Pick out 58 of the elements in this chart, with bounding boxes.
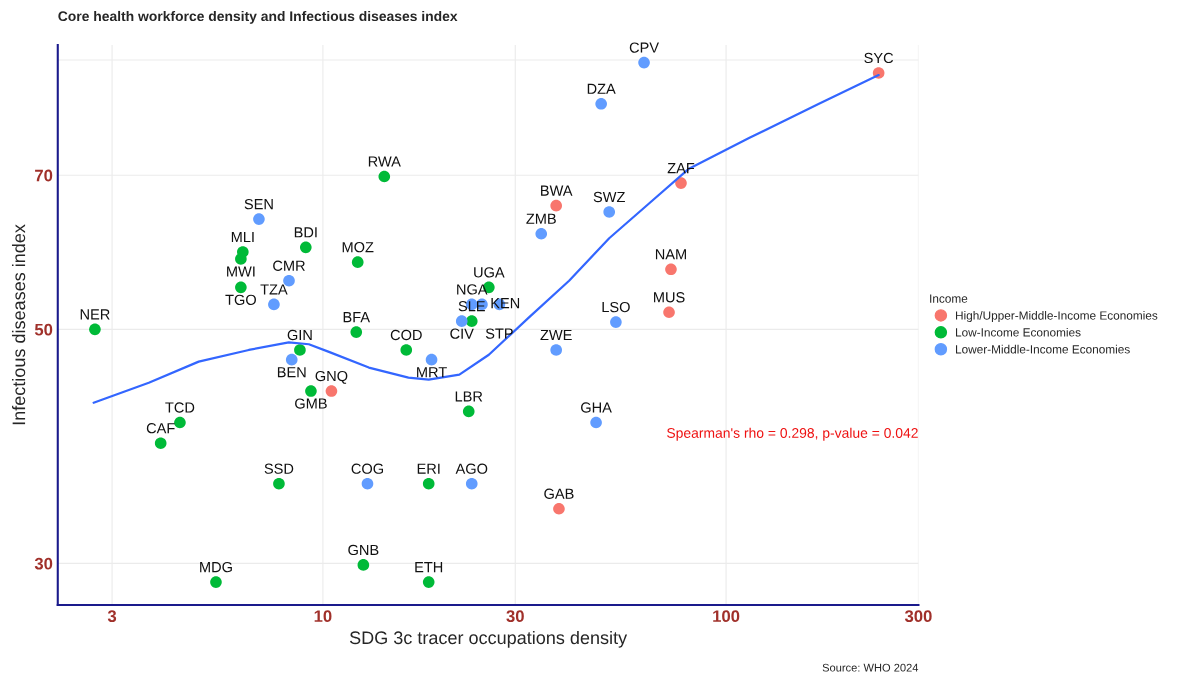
annotation: LBR <box>455 391 483 402</box>
annotation: MWI <box>227 266 255 277</box>
annotation: SEN <box>244 198 273 210</box>
annotation: MLI <box>231 231 254 242</box>
annotation: BEN <box>277 367 306 378</box>
annotation: TCD <box>165 402 195 413</box>
x-tick-label: 300 <box>904 610 932 623</box>
annotation: CAF <box>146 423 175 434</box>
annotation: RWA <box>368 156 401 167</box>
annotation: ZWE <box>540 329 572 340</box>
annotation: GAB <box>544 488 574 499</box>
source-note: Source: WHO 2024 <box>822 663 919 672</box>
annotation: LSO <box>602 301 630 313</box>
annotation: BFA <box>343 312 371 323</box>
annotation: ETH <box>415 562 443 573</box>
annotation: COG <box>351 463 383 474</box>
annotation: SSD <box>264 463 294 474</box>
annotation: SWZ <box>593 191 625 203</box>
annotation: NER <box>80 309 110 320</box>
legend-title: Income <box>930 294 968 303</box>
annotation: MRT <box>417 367 447 378</box>
annotation: BWA <box>541 185 573 196</box>
y-tick-label: 50 <box>34 323 53 336</box>
chart-title: Core health workforce density and Infectious diseases index <box>58 10 458 24</box>
y-tick-label: 30 <box>34 557 53 570</box>
annotation: GNB <box>348 544 379 556</box>
y-tick-label: 70 <box>35 169 53 182</box>
annotation: MOZ <box>342 241 374 253</box>
annotation: CPV <box>629 42 659 53</box>
annotation: MUS <box>654 292 685 303</box>
annotation: NAM <box>655 249 686 260</box>
annotation: CMR <box>273 260 305 271</box>
annotation: TGO <box>225 294 256 305</box>
x-tick-label: 3 <box>107 610 117 623</box>
x-axis-title: SDG 3c tracer occupations density <box>349 630 628 648</box>
annotation: ZMB <box>526 213 556 224</box>
x-tick-label: 30 <box>506 610 524 623</box>
annotation: BDI <box>294 227 317 238</box>
annotation: Spearman's rho = 0.298, p-value = 0.042 <box>667 427 918 441</box>
annotation: CIV <box>450 328 474 339</box>
annotation: GIN <box>287 329 312 341</box>
annotation: GMB <box>295 398 327 409</box>
annotation: COD <box>390 329 422 341</box>
x-tick-label: 10 <box>314 610 332 623</box>
annotation: DZA <box>587 83 616 94</box>
legend-label: High/Upper-Middle-Income Economies <box>956 311 1158 323</box>
annotation: MDG <box>200 561 232 573</box>
annotation: ERI <box>417 463 440 474</box>
annotation: GNQ <box>315 370 348 384</box>
x-tick-label: 100 <box>713 610 740 623</box>
legend-label: Lower-Middle-Income Economies <box>956 344 1130 354</box>
annotation: AGO <box>455 463 488 474</box>
y-axis-title: Infectious diseases index <box>11 224 26 425</box>
annotation: GHA <box>581 402 612 413</box>
annotation: SYC <box>864 52 894 64</box>
annotation: TZA <box>260 284 288 295</box>
legend-label: Low-Income Economies <box>956 327 1081 337</box>
annotation: UGA <box>474 267 505 278</box>
